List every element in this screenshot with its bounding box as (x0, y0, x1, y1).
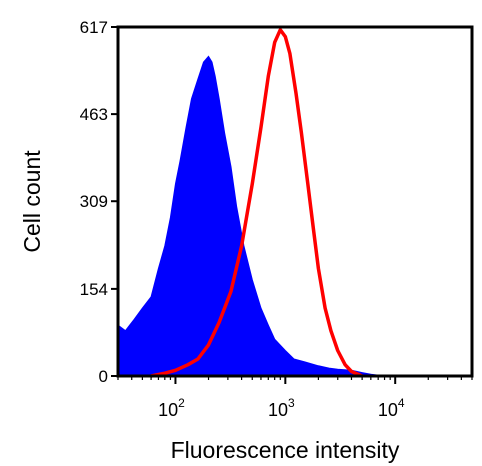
control-histogram-filled (117, 55, 385, 377)
x-tick-label: 102 (158, 396, 185, 420)
y-tick-label: 309 (80, 192, 108, 211)
plot-frame (116, 25, 474, 378)
y-tick-label: 154 (80, 280, 108, 299)
x-tick-label: 104 (378, 396, 405, 420)
ticks-layer: 0 154 309 463 617 102 103 104 (80, 18, 473, 420)
x-tick-label: 103 (268, 396, 295, 420)
y-axis-title: Cell count (19, 150, 45, 253)
plot-layer (117, 28, 385, 378)
y-tick-label: 617 (80, 18, 108, 37)
x-axis-title: Fluorescence intensity (171, 437, 400, 463)
y-tick-label: 463 (80, 105, 108, 124)
sample-histogram-outline (150, 28, 363, 378)
y-tick-label: 0 (99, 367, 108, 386)
